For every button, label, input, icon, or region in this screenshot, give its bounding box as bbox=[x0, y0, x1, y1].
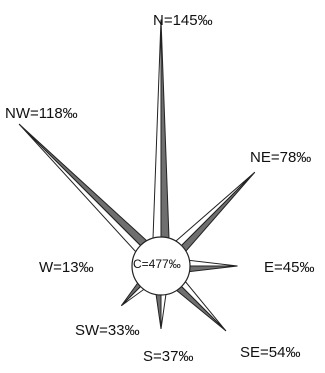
label-n: N=145‰ bbox=[153, 12, 213, 29]
label-sw: SW=33‰ bbox=[75, 322, 140, 339]
label-calm: C=477‰ bbox=[133, 257, 181, 271]
ray-n-light bbox=[151, 19, 162, 267]
label-nw: NW=118‰ bbox=[5, 105, 78, 122]
wind-rose-labels: N=145‰ NE=78‰ E=45‰ SE=54‰ S=37‰ SW=33‰ … bbox=[5, 12, 314, 365]
ray-n-dark bbox=[160, 19, 171, 267]
label-se: SE=54‰ bbox=[240, 344, 300, 361]
label-s: S=37‰ bbox=[143, 348, 193, 365]
label-e: E=45‰ bbox=[264, 259, 314, 276]
label-ne: NE=78‰ bbox=[250, 149, 311, 166]
label-w: W=13‰ bbox=[39, 259, 94, 276]
wind-rose-rays bbox=[18, 19, 256, 332]
calm-circle bbox=[131, 236, 191, 296]
